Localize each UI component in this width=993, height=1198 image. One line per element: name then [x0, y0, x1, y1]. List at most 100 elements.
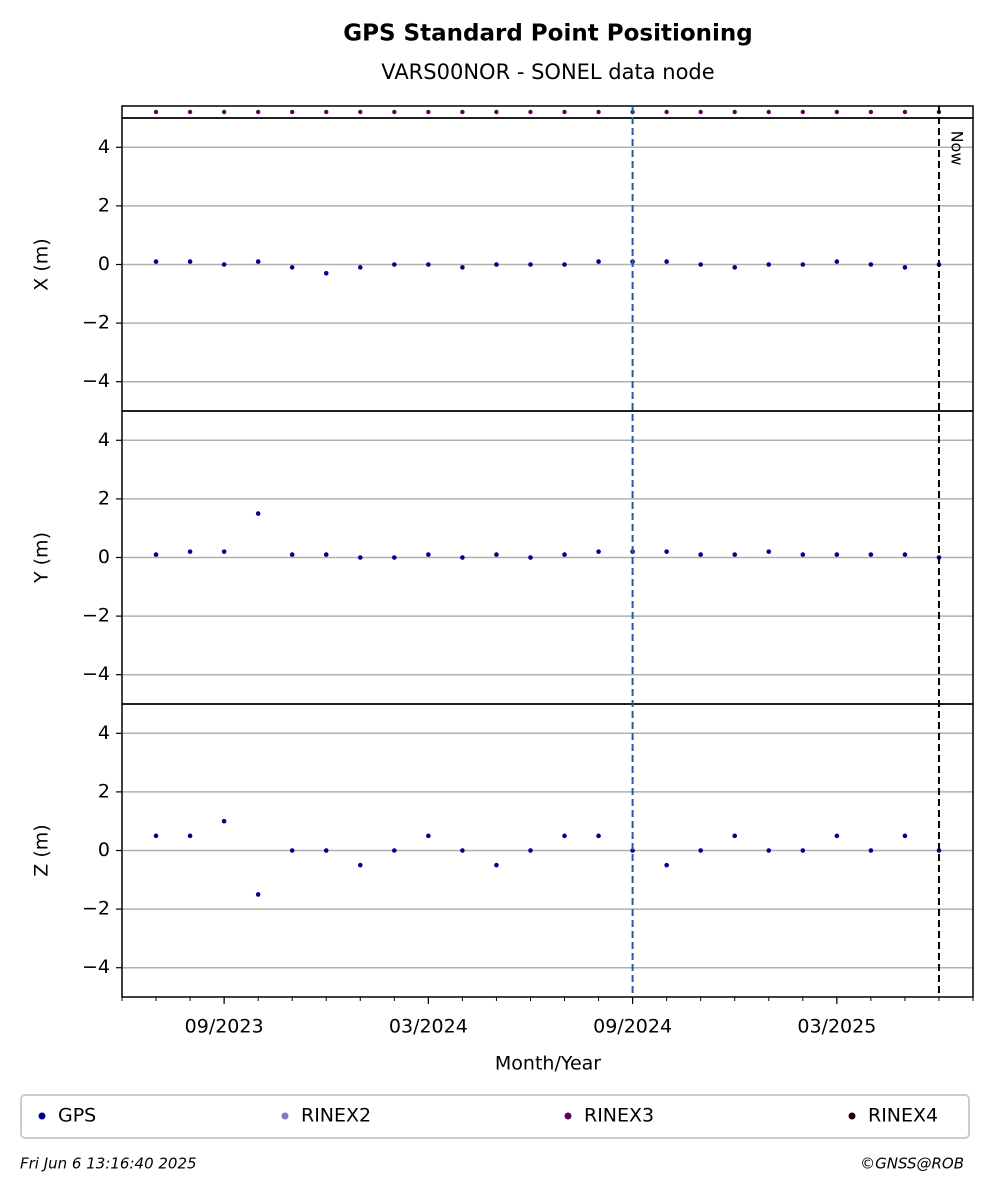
legend-marker: [281, 1112, 289, 1120]
y-tick-label: −2: [82, 898, 110, 920]
y-axis-label: Y (m): [31, 532, 53, 584]
availability-point: [426, 109, 431, 115]
data-point: [153, 833, 159, 839]
data-point: [630, 848, 635, 853]
data-point: [460, 848, 465, 853]
y-tick-label: 0: [98, 839, 110, 861]
data-point: [936, 848, 942, 853]
availability-point: [902, 109, 908, 115]
data-point: [153, 552, 159, 557]
data-point: [596, 833, 601, 839]
x-tick-label: 09/2023: [185, 1016, 264, 1038]
data-point: [732, 552, 738, 557]
data-point: [323, 552, 329, 557]
data-point: [766, 848, 772, 853]
y-tick-label: 2: [98, 780, 110, 802]
data-point: [187, 549, 193, 554]
data-point: [902, 552, 908, 557]
availability-point: [698, 109, 703, 115]
data-point: [255, 892, 261, 897]
data-point: [698, 848, 703, 853]
subtitle: VARS00NOR - SONEL data node: [381, 60, 714, 84]
availability-point: [800, 109, 805, 115]
data-point: [868, 552, 874, 557]
data-point: [289, 848, 295, 853]
y-tick-label: 0: [98, 546, 110, 568]
availability-point: [358, 109, 363, 115]
data-point: [426, 262, 431, 267]
data-point: [221, 818, 227, 824]
data-point: [800, 848, 806, 853]
y-tick-label: 4: [98, 429, 110, 451]
data-point: [732, 833, 738, 839]
availability-point: [562, 109, 567, 115]
data-point: [392, 262, 397, 267]
y-tick-label: −2: [82, 605, 110, 627]
legend-marker: [38, 1112, 46, 1120]
availability-point: [834, 109, 840, 115]
data-point: [392, 848, 397, 853]
data-point: [902, 265, 908, 270]
y-tick-label: −4: [82, 370, 110, 392]
y-tick-label: −4: [82, 663, 110, 685]
title: GPS Standard Point Positioning: [343, 21, 753, 47]
legend-label: GPS: [58, 1105, 96, 1127]
availability-point: [528, 109, 533, 115]
legend-label: RINEX2: [301, 1105, 371, 1127]
data-point: [766, 262, 772, 267]
availability-point: [255, 109, 261, 115]
y-tick-label: 2: [98, 487, 110, 509]
data-point: [868, 262, 874, 267]
data-point: [153, 259, 159, 264]
data-point: [323, 270, 329, 276]
data-point: [562, 552, 567, 557]
data-point: [221, 549, 227, 554]
data-point: [834, 833, 840, 839]
x-axis-label: Month/Year: [495, 1053, 601, 1075]
data-point: [664, 259, 669, 264]
y-tick-label: −2: [82, 312, 110, 334]
data-point: [800, 262, 806, 267]
legend-label: RINEX4: [868, 1105, 938, 1127]
data-point: [562, 262, 567, 267]
data-point: [392, 555, 397, 560]
data-point: [426, 552, 431, 557]
panel-frame: [121, 703, 974, 998]
availability-point: [460, 109, 465, 115]
credit: ©GNSS@ROB: [860, 1155, 964, 1173]
availability-point: [664, 109, 669, 115]
y-axis-label: Z (m): [31, 824, 53, 876]
data-point: [494, 262, 499, 267]
data-point: [221, 262, 227, 267]
data-point: [187, 259, 193, 264]
legend-box: [20, 1094, 970, 1139]
data-point: [834, 552, 840, 557]
data-point: [834, 259, 840, 264]
data-point: [187, 833, 193, 839]
data-point: [528, 848, 533, 853]
data-point: [732, 265, 738, 270]
marker-label: Now: [947, 131, 966, 166]
y-tick-label: 0: [98, 253, 110, 275]
data-point: [698, 262, 703, 267]
x-tick-label: 03/2024: [389, 1016, 468, 1038]
availability-point: [187, 109, 193, 115]
data-point: [528, 262, 533, 267]
data-point: [494, 862, 499, 868]
y-tick-label: 4: [98, 722, 110, 744]
availability-point: [392, 109, 397, 115]
availability-point: [290, 109, 295, 115]
data-point: [255, 259, 261, 264]
x-tick-label: 09/2024: [593, 1016, 672, 1038]
data-point: [289, 265, 295, 270]
availability-point: [596, 109, 601, 115]
data-point: [323, 848, 329, 853]
data-point: [289, 552, 295, 557]
data-point: [460, 555, 465, 560]
timestamp: Fri Jun 6 13:16:40 2025: [20, 1155, 197, 1173]
data-point: [766, 549, 772, 554]
legend-marker: [848, 1112, 856, 1120]
data-point: [357, 265, 363, 270]
x-tick-label: 03/2025: [797, 1016, 876, 1038]
